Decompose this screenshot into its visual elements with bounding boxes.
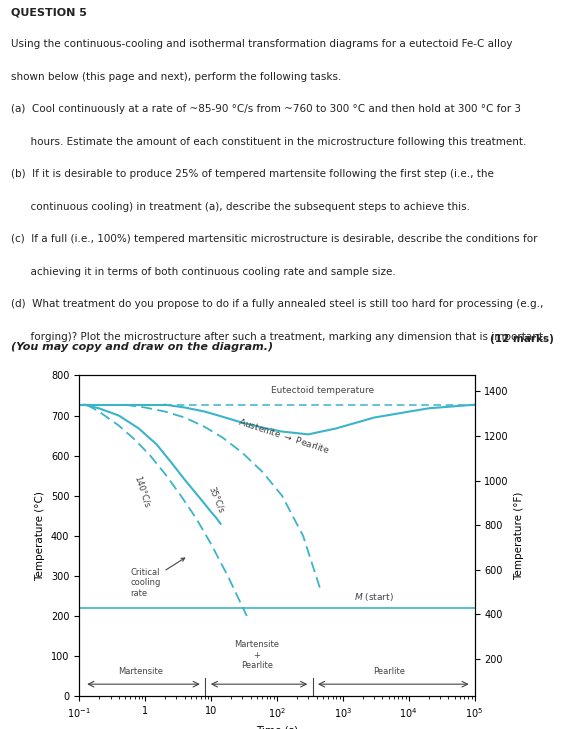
Text: Critical
cooling
rate: Critical cooling rate [131,558,185,598]
Y-axis label: Temperature (°F): Temperature (°F) [515,491,524,580]
Text: (c)  If a full (i.e., 100%) tempered martensitic microstructure is desirable, de: (c) If a full (i.e., 100%) tempered mart… [11,235,538,244]
Text: Martensite—►: Martensite—► [125,673,135,674]
Text: $M$ (start): $M$ (start) [354,590,394,603]
Text: Eutectoid temperature: Eutectoid temperature [271,386,375,394]
Text: shown below (this page and next), perform the following tasks.: shown below (this page and next), perfor… [11,72,342,82]
Text: Using the continuous-cooling and isothermal transformation diagrams for a eutect: Using the continuous-cooling and isother… [11,39,513,50]
Text: Martensite: Martensite [118,667,163,677]
Text: 140°C/s: 140°C/s [133,475,151,509]
Text: (You may copy and draw on the diagram.): (You may copy and draw on the diagram.) [11,342,273,352]
Text: continuous cooling) in treatment (a), describe the subsequent steps to achieve t: continuous cooling) in treatment (a), de… [11,202,470,212]
Text: achieving it in terms of both continuous cooling rate and sample size.: achieving it in terms of both continuous… [11,267,396,277]
Text: forging)? Plot the microstructure after such a treatment, marking any dimension : forging)? Plot the microstructure after … [11,332,547,342]
Text: hours. Estimate the amount of each constituent in the microstructure following t: hours. Estimate the amount of each const… [11,137,527,147]
Text: Martensite
+
Pearlite: Martensite + Pearlite [234,640,280,670]
Text: (a)  Cool continuously at a rate of ~85-90 °C/s from ~760 to 300 °C and then hol: (a) Cool continuously at a rate of ~85-9… [11,104,521,114]
Text: (b)  If it is desirable to produce 25% of tempered martensite following the firs: (b) If it is desirable to produce 25% of… [11,169,494,179]
Text: (d)  What treatment do you propose to do if a fully annealed steel is still too : (d) What treatment do you propose to do … [11,300,544,310]
Text: QUESTION 5: QUESTION 5 [11,7,87,17]
Text: (12 marks): (12 marks) [490,334,554,344]
Y-axis label: Temperature (°C): Temperature (°C) [36,491,45,581]
X-axis label: Time (s): Time (s) [256,725,298,729]
Text: Pearlite: Pearlite [373,667,405,677]
Text: 35°C/s: 35°C/s [207,485,225,515]
Text: Austenite $\rightarrow$ Pearlite: Austenite $\rightarrow$ Pearlite [237,416,331,456]
